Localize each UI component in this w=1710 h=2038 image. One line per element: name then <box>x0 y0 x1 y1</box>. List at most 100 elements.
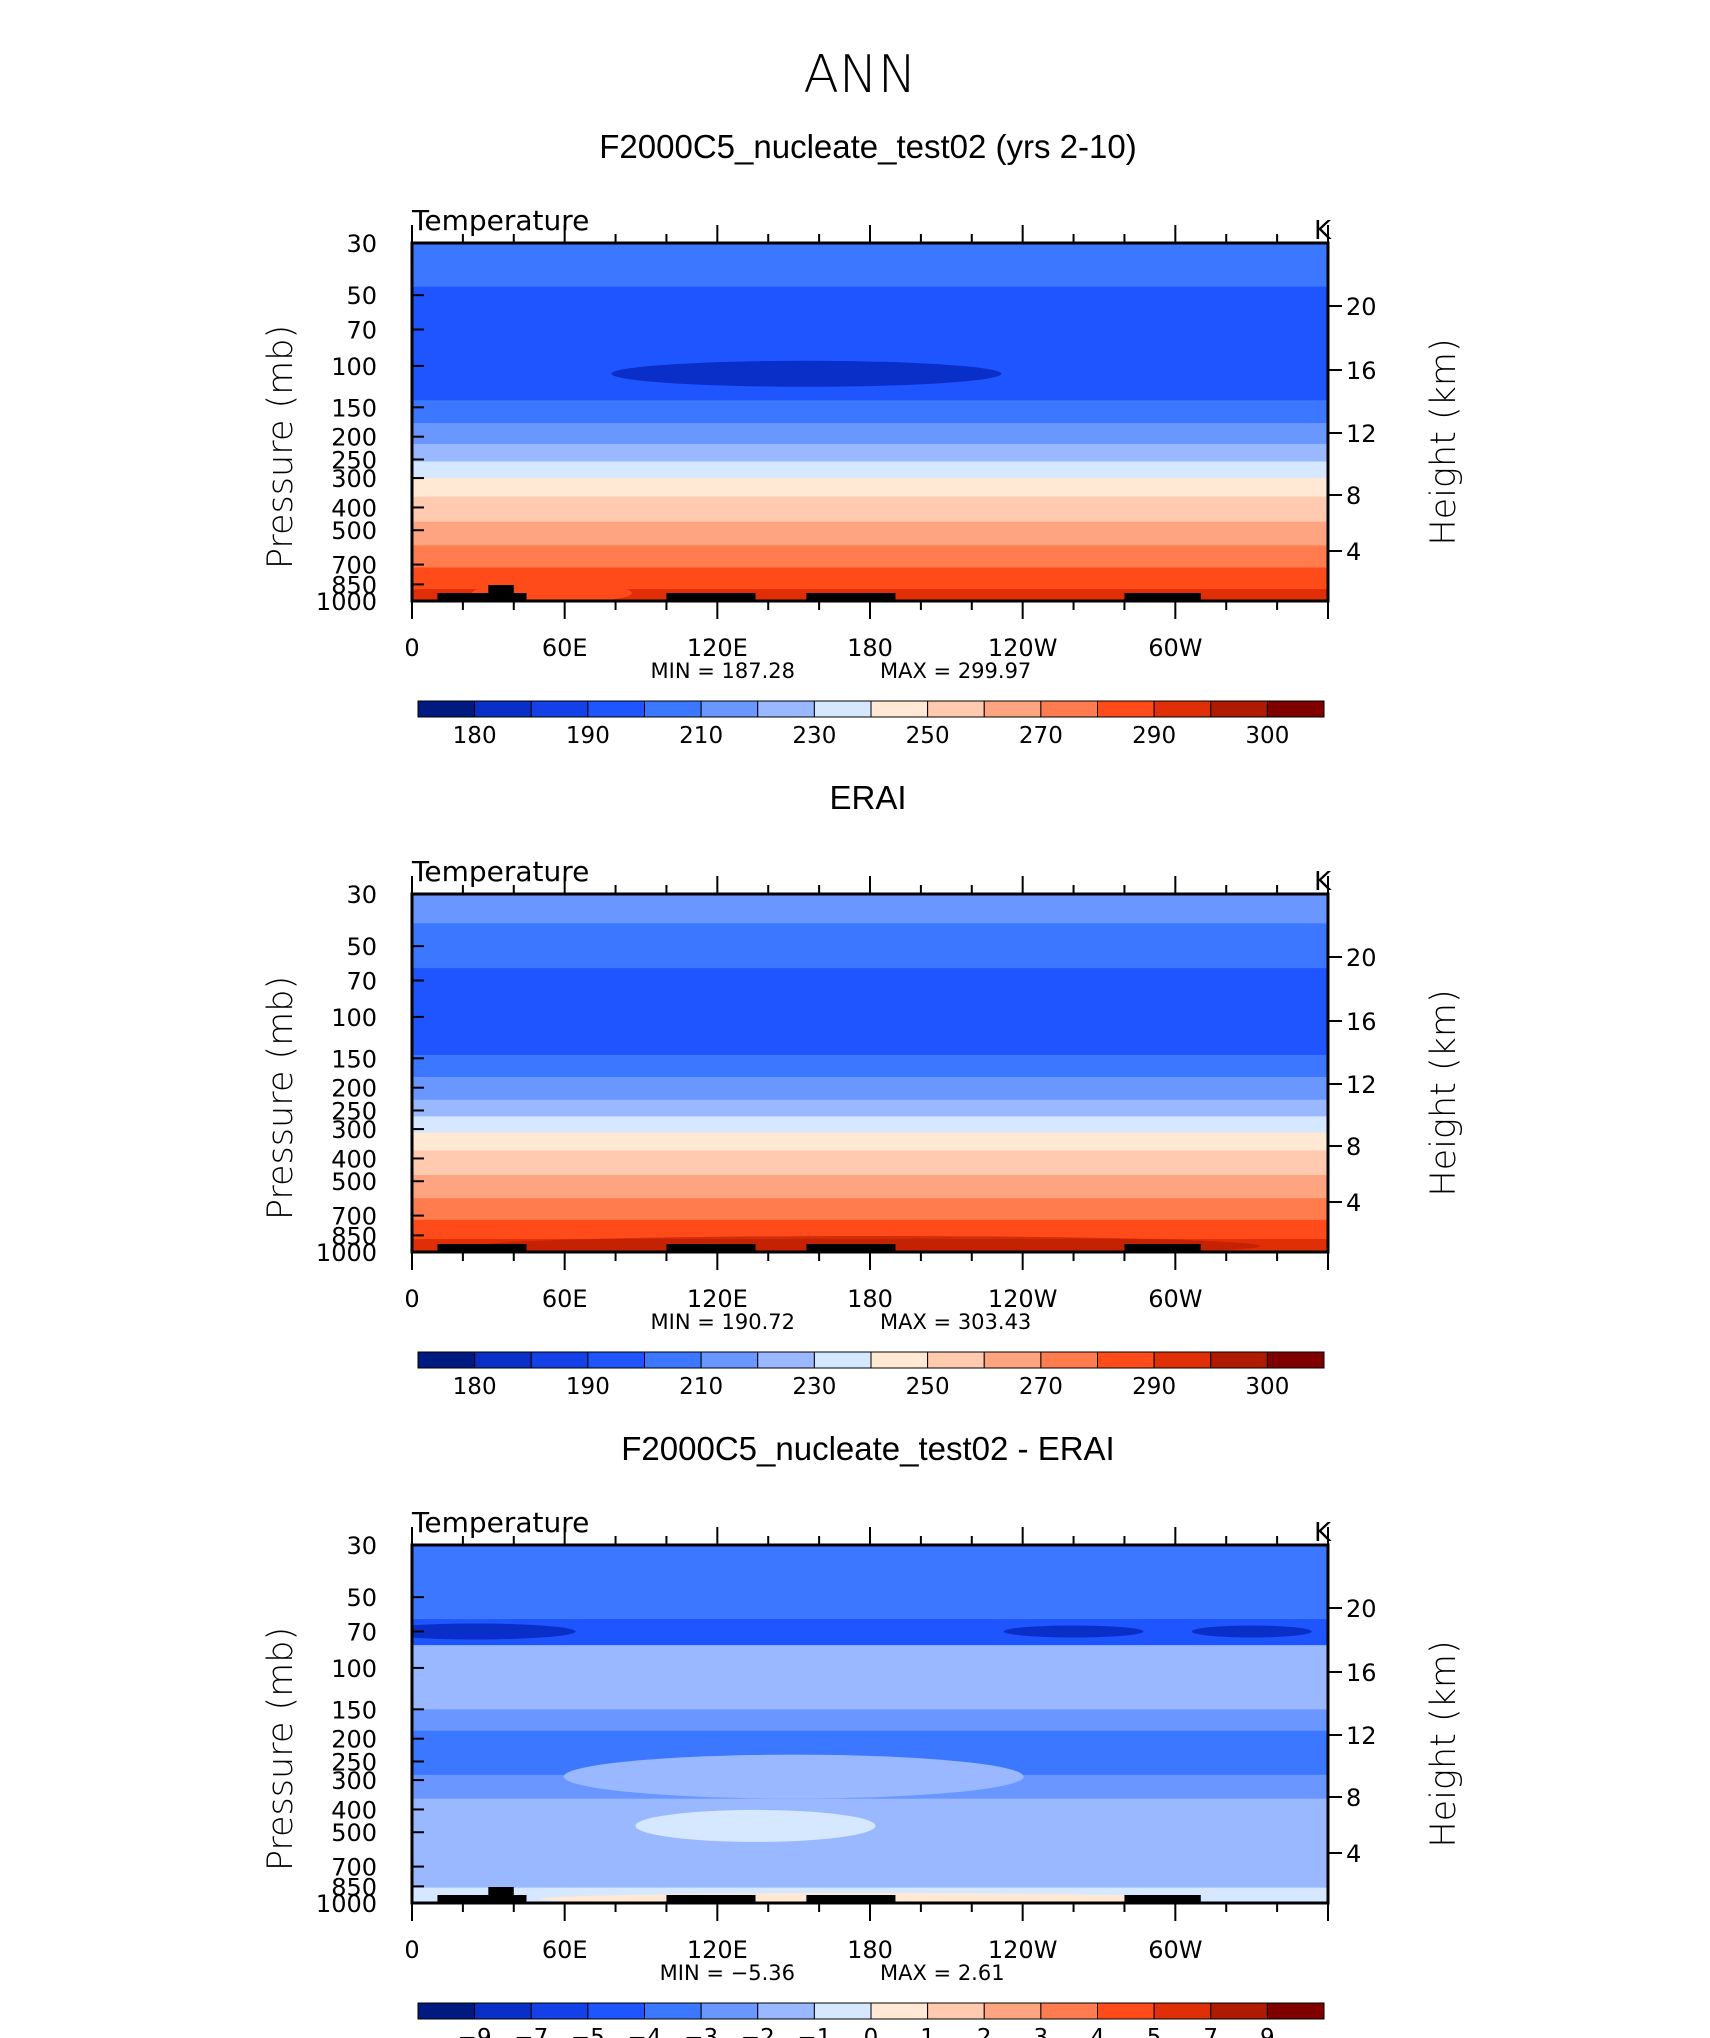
topography <box>806 593 896 601</box>
colorbar-swatch <box>587 2002 645 2020</box>
colorbar-swatch <box>700 2002 759 2020</box>
colorbar-label: −3 <box>684 2025 718 2038</box>
colorbar-swatch <box>870 700 929 718</box>
topography <box>1124 1244 1201 1252</box>
y-tick-label: 250 <box>331 1097 377 1125</box>
y-tick-label: 250 <box>331 446 377 474</box>
colorbar-swatch <box>983 700 1042 718</box>
x-tick-label: 0 <box>404 634 419 662</box>
colorbar-swatch <box>587 1351 645 1369</box>
negative-region <box>412 1623 576 1640</box>
y-tick-label: 400 <box>331 494 377 522</box>
y-tick-label: 850 <box>331 571 377 599</box>
topography <box>488 1887 514 1903</box>
topography <box>437 1244 527 1252</box>
colorbar-label: 300 <box>1245 1374 1289 1400</box>
topography <box>666 593 756 601</box>
colorbar-swatch <box>983 2002 1042 2020</box>
contour-band <box>412 1198 1328 1221</box>
y2-tick-label: 12 <box>1346 420 1377 448</box>
y2-tick-label: 8 <box>1346 1784 1361 1812</box>
colorbar-swatch <box>813 700 872 718</box>
y-tick-label: 150 <box>331 1045 377 1073</box>
colorbar-label: −7 <box>514 2025 548 2038</box>
contour-band <box>412 1099 1328 1118</box>
x-tick-label: 120E <box>687 1936 748 1964</box>
contour-band <box>412 1132 1328 1152</box>
x-tick-label: 120E <box>687 1285 748 1313</box>
max-label: MAX = 299.97 <box>880 659 1031 683</box>
colorbar-label: 250 <box>906 723 950 749</box>
colorbar-label: 180 <box>453 1374 497 1400</box>
y-tick-label: 700 <box>331 1854 377 1882</box>
y-tick-label: 150 <box>331 1696 377 1724</box>
max-label: MAX = 303.43 <box>880 1310 1031 1334</box>
contour-region <box>899 1661 1299 1694</box>
colorbar-swatch <box>417 700 476 718</box>
colorbar-label: 2 <box>977 2025 992 2038</box>
min-label: MIN = 187.28 <box>651 659 795 683</box>
colorbar-swatch <box>700 700 759 718</box>
colorbar-label: 270 <box>1019 723 1063 749</box>
colorbar-swatch <box>587 700 645 718</box>
colorbar-swatch <box>813 1351 872 1369</box>
y-axis-title: Pressure (mb) <box>261 325 301 569</box>
y-tick-label: 50 <box>346 1584 377 1612</box>
y2-tick-label: 20 <box>1346 1595 1377 1623</box>
colorbar-swatch <box>644 1351 702 1369</box>
contour-band <box>412 496 1328 523</box>
x-tick-label: 60E <box>542 1285 588 1313</box>
contour-band <box>412 1174 1328 1199</box>
colorbar-label: 5 <box>1147 2025 1162 2038</box>
contour-band <box>412 1054 1328 1078</box>
x-tick-label: 180 <box>847 1285 893 1313</box>
colorbar-label: −1 <box>797 2025 831 2038</box>
colorbar-swatch <box>644 2002 702 2020</box>
colorbar-label: −2 <box>741 2025 775 2038</box>
topography <box>666 1895 756 1903</box>
contour-band <box>412 243 1328 288</box>
y2-tick-label: 8 <box>1346 482 1361 510</box>
y-tick-label: 30 <box>346 230 377 258</box>
y-tick-label: 400 <box>331 1796 377 1824</box>
negative-region <box>1003 1625 1144 1638</box>
y-tick-label: 70 <box>346 317 377 345</box>
contour-band <box>412 1219 1328 1240</box>
x-tick-label: 120W <box>988 634 1058 662</box>
variable-label: Temperature <box>411 855 589 888</box>
contour-band <box>412 1798 1328 1889</box>
y-tick-label: 300 <box>331 1767 377 1795</box>
contour-band <box>412 1076 1328 1101</box>
colorbar-swatch <box>417 1351 476 1369</box>
y2-axis-title: Height (km) <box>1424 989 1464 1196</box>
colorbar-label: 230 <box>792 1374 836 1400</box>
colorbar-label: 0 <box>864 2025 879 2038</box>
colorbar-swatch <box>1266 700 1325 718</box>
y2-tick-label: 20 <box>1346 944 1377 972</box>
colorbar-swatch <box>700 1351 759 1369</box>
figure-title: ANN <box>803 45 916 105</box>
colorbar-swatch <box>870 1351 929 1369</box>
topography <box>806 1895 896 1903</box>
contour-region <box>412 1660 599 1685</box>
cold-minimum-region <box>611 360 1002 387</box>
y2-tick-label: 4 <box>1346 1840 1361 1868</box>
x-tick-label: 120E <box>687 634 748 662</box>
y-tick-label: 100 <box>331 353 377 381</box>
y-tick-label: 850 <box>331 1873 377 1901</box>
colorbar-label: 210 <box>679 1374 723 1400</box>
contour-band <box>412 923 1328 969</box>
colorbar-label: 3 <box>1034 2025 1049 2038</box>
y-tick-label: 400 <box>331 1145 377 1173</box>
colorbar-label: 290 <box>1132 1374 1176 1400</box>
colorbar-swatch <box>757 700 815 718</box>
topography <box>1124 1895 1201 1903</box>
y2-tick-label: 4 <box>1346 538 1361 566</box>
contour-band <box>412 968 1328 1056</box>
contour-band <box>412 1116 1328 1134</box>
contour-band <box>412 478 1328 498</box>
colorbar-label: 270 <box>1019 1374 1063 1400</box>
y-tick-label: 1000 <box>316 588 377 616</box>
y-axis-title: Pressure (mb) <box>261 1627 301 1871</box>
